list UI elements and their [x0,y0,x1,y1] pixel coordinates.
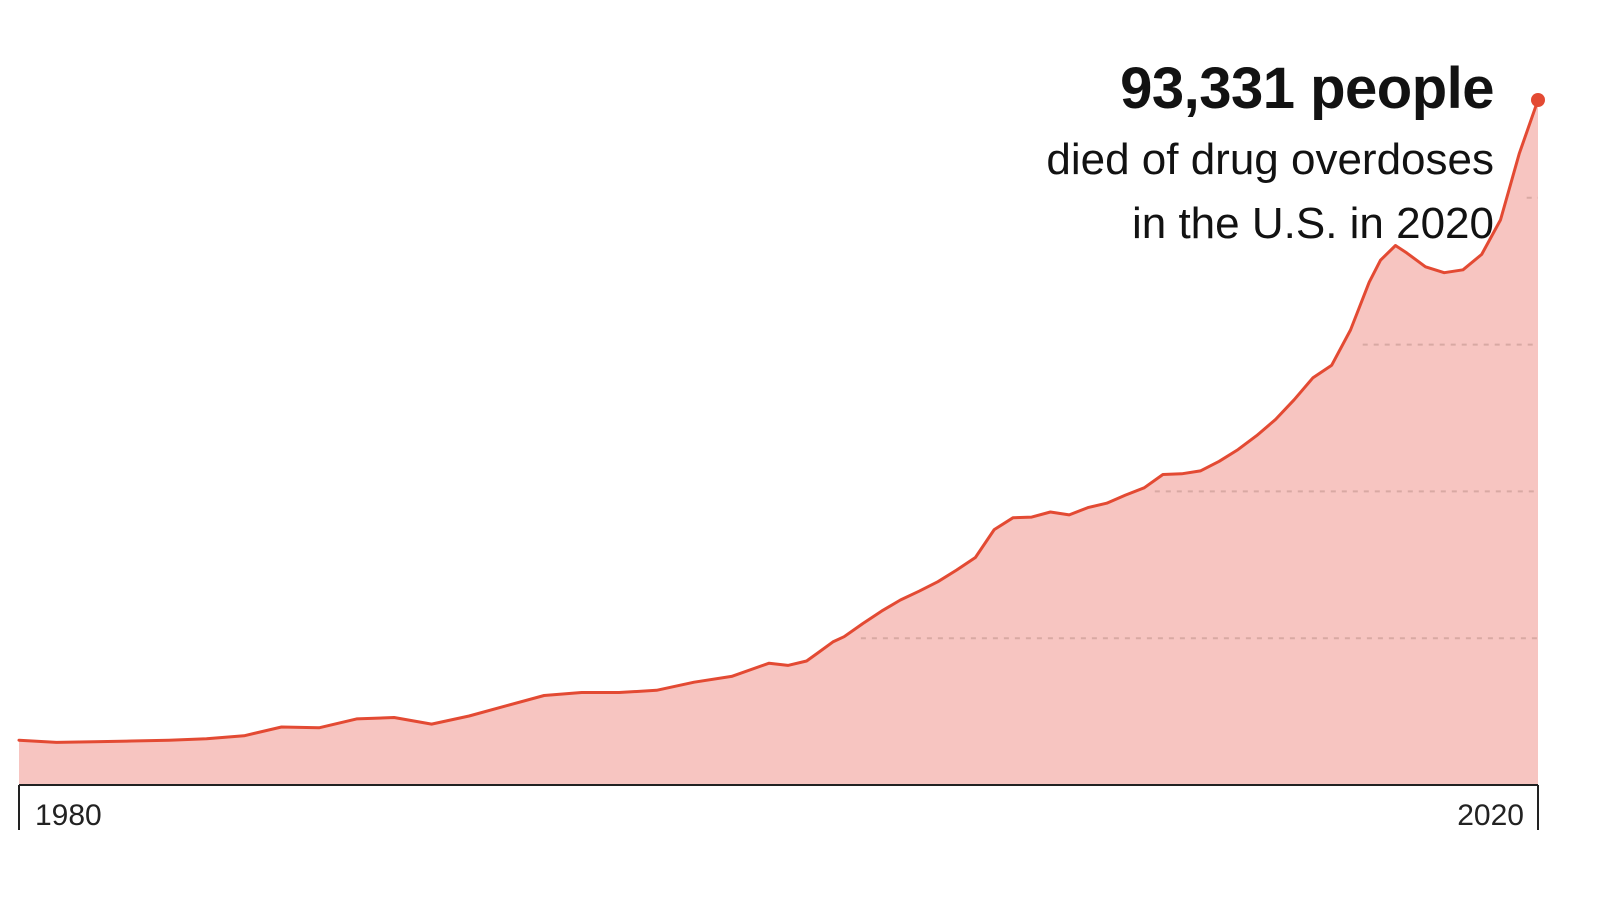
annotation-line-1: died of drug overdoses [1046,135,1494,184]
annotation-headline: 93,331 people [1120,56,1494,121]
endpoint-dot [1531,93,1545,107]
x-tick-label-start: 1980 [35,799,102,832]
annotation-line-2: in the U.S. in 2020 [1131,199,1494,248]
x-tick-label-end: 2020 [1457,799,1524,832]
annotation-block: 93,331 people died of drug overdoses in … [1046,50,1494,256]
series-line [17,98,1540,744]
area-fill [19,100,1538,785]
